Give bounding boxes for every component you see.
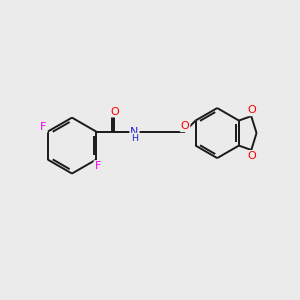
Text: F: F	[94, 161, 101, 171]
Text: O: O	[181, 121, 190, 131]
Text: O: O	[247, 105, 256, 115]
Text: N: N	[130, 127, 139, 137]
Text: O: O	[247, 151, 256, 161]
Text: F: F	[40, 122, 46, 132]
Text: O: O	[110, 106, 119, 117]
Text: H: H	[131, 134, 138, 142]
